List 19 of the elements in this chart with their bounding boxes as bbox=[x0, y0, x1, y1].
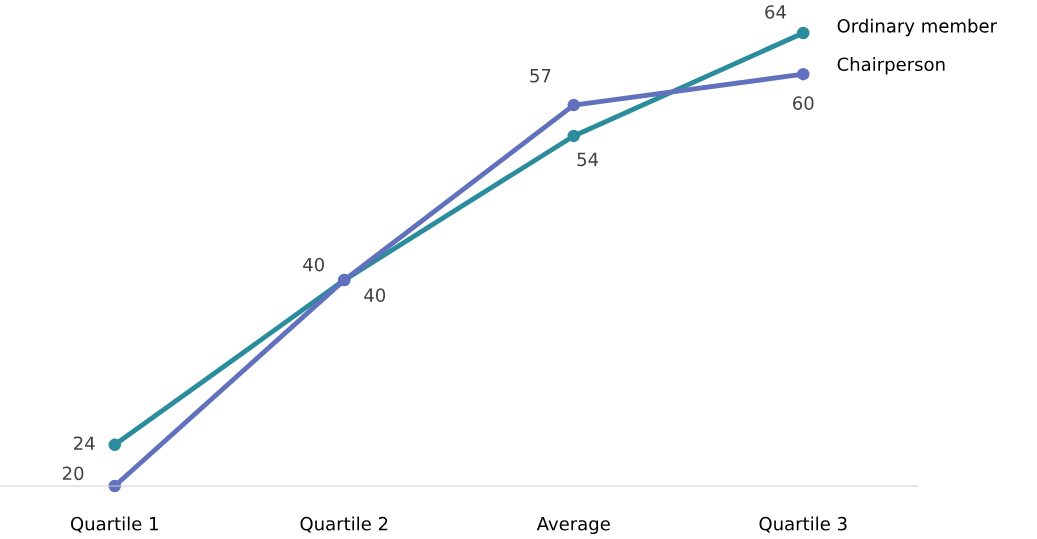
data-label: 40 bbox=[303, 257, 324, 272]
point bbox=[567, 129, 581, 143]
point bbox=[567, 98, 581, 112]
series-label: Chairperson bbox=[837, 57, 945, 75]
point bbox=[796, 26, 810, 40]
data-label: 64 bbox=[765, 5, 786, 19]
data-label: 57 bbox=[530, 69, 551, 83]
data-label: 24 bbox=[74, 436, 95, 450]
point bbox=[796, 67, 810, 81]
x-tick-label: Quartile 2 bbox=[300, 516, 388, 533]
x-tick-label: Quartile 3 bbox=[759, 516, 847, 533]
x-tick-label: Average bbox=[536, 517, 610, 535]
series-label: Ordinary member bbox=[837, 18, 998, 37]
x-tick-label: Quartile 1 bbox=[70, 516, 158, 533]
data-label: 20 bbox=[62, 466, 84, 481]
data-label: 60 bbox=[793, 96, 814, 110]
data-label: 54 bbox=[577, 152, 599, 167]
point bbox=[108, 438, 122, 452]
data-label: 40 bbox=[364, 288, 386, 302]
